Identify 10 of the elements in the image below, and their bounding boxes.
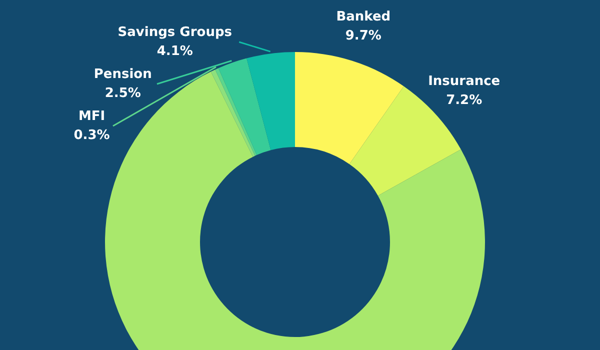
slice-label: Insurance xyxy=(428,74,500,90)
slice-label: Pension xyxy=(94,67,152,82)
data-label: 2.5% xyxy=(104,86,141,101)
data-label: 7.2% xyxy=(446,93,482,108)
slice-label: Banked xyxy=(336,10,391,25)
data-label: 4.1% xyxy=(156,44,193,59)
data-label: 0.3% xyxy=(74,128,110,143)
data-label: 9.7% xyxy=(345,28,382,44)
slice-label: MFI xyxy=(78,109,106,124)
slice-label: Savings Groups xyxy=(118,25,232,40)
